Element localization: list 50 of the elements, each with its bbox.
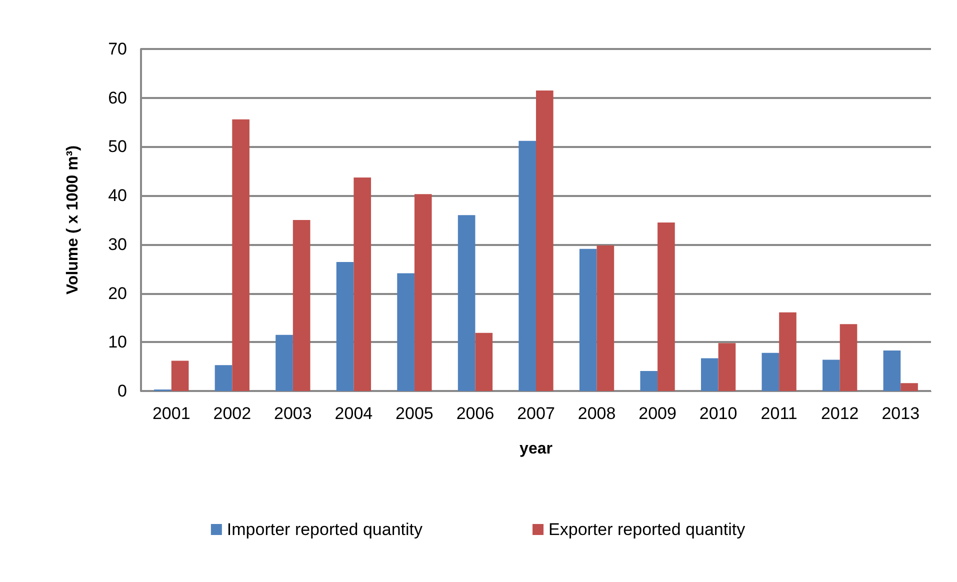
x-tick-label: 2007 [517, 404, 555, 423]
legend-label: Importer reported quantity [226, 520, 424, 539]
bar [397, 273, 414, 391]
x-axis-title: year [520, 440, 552, 458]
y-tick-label: 50 [108, 137, 127, 156]
bar [458, 215, 476, 391]
x-tick-label: 2010 [699, 404, 738, 423]
y-tick-label: 70 [108, 40, 127, 58]
bar [596, 245, 614, 391]
bar [414, 194, 432, 391]
bar [900, 383, 918, 391]
x-tick-label: 2006 [456, 404, 494, 423]
y-axis-title: Volume ( x 1000 m³) [64, 145, 82, 295]
x-tick-label: 2002 [213, 404, 252, 423]
y-tick-label: 10 [108, 332, 127, 352]
bar [214, 365, 232, 391]
x-tick-label: 2005 [396, 404, 434, 423]
bar [536, 90, 554, 391]
x-tick-label: 2004 [334, 404, 373, 423]
x-tick-label: 2003 [274, 404, 312, 423]
bar [718, 343, 736, 391]
bar [475, 332, 493, 391]
x-tick-label: 2001 [152, 404, 190, 423]
y-tick-label: 40 [108, 186, 127, 206]
bar [232, 119, 250, 391]
bar [700, 358, 718, 391]
bar [822, 360, 840, 391]
x-tick-label: 2013 [882, 404, 920, 423]
bar [579, 248, 597, 391]
x-tick-label: 2011 [760, 404, 798, 423]
x-tick-label: 2008 [578, 404, 616, 423]
y-tick-label: 60 [108, 88, 127, 108]
x-tick-label: 2009 [638, 404, 676, 423]
bar [762, 352, 780, 391]
bar [276, 334, 293, 391]
bar [840, 324, 858, 391]
bar [336, 262, 354, 391]
bar [354, 177, 372, 391]
bar [518, 140, 536, 391]
y-tick-label: 0 [118, 382, 127, 400]
bar [883, 350, 901, 391]
legend-label: Exporter reported quantity [548, 520, 746, 539]
bar [640, 370, 658, 391]
bar [171, 360, 189, 391]
y-tick-label: 20 [108, 284, 127, 303]
y-tick-label: 30 [108, 234, 127, 254]
bar [292, 220, 310, 391]
bar [658, 222, 675, 391]
x-tick-label: 2012 [820, 404, 859, 423]
bar [779, 312, 796, 391]
